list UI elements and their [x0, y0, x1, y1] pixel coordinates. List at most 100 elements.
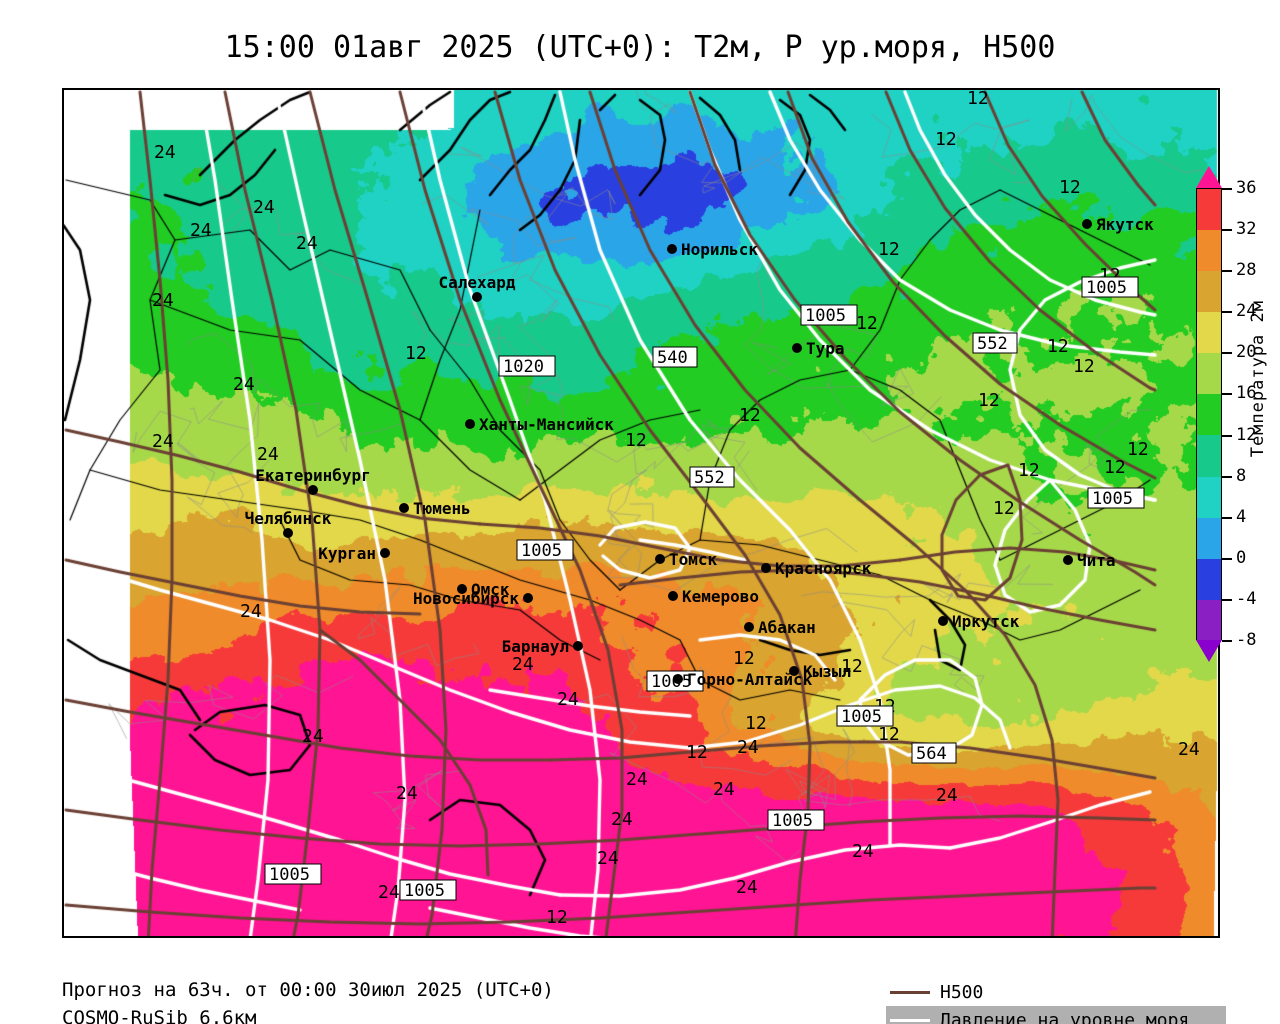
city-marker	[744, 622, 754, 632]
colorbar-tick	[1222, 270, 1232, 272]
city-marker	[792, 343, 802, 353]
colorbar-tick-label: -4	[1236, 589, 1256, 609]
city-marker	[761, 563, 771, 573]
colorbar-tick-label: -8	[1236, 630, 1256, 650]
mslp-contour-label: 1020	[503, 357, 544, 377]
city-label: Салехард	[438, 273, 515, 292]
mslp-line-swatch	[890, 1019, 930, 1022]
forecast-info-line: Прогноз на 63ч. от 00:00 30июл 2025 (UTC…	[62, 979, 554, 1001]
colorbar-tick	[1222, 476, 1232, 478]
temp-contour-label: 24	[152, 290, 174, 311]
temp-contour-label: 24	[190, 220, 212, 241]
temp-contour-label: 12	[625, 430, 647, 451]
temp-contour-label: 24	[154, 142, 176, 163]
colorbar-tick-label: 0	[1236, 548, 1246, 568]
city-marker	[673, 674, 683, 684]
city-label: Барнаул	[502, 637, 569, 656]
temp-contour-label: 12	[967, 90, 989, 109]
colorbar-tick	[1222, 352, 1232, 354]
temp-contour-label: 24	[240, 601, 262, 622]
temp-contour-label: 24	[1178, 739, 1200, 760]
temp-contour-label: 12	[1018, 460, 1040, 481]
temp-contour-label: 12	[978, 390, 1000, 411]
h500-contour-label: 552	[977, 334, 1008, 354]
colorbar-band	[1197, 394, 1221, 435]
city-label: Томск	[669, 550, 718, 569]
legend-item-h500: H500	[886, 978, 1226, 1006]
colorbar-title: Температура 2м	[1248, 300, 1268, 457]
temp-contour-label: 12	[1047, 336, 1069, 357]
city-label: Кемерово	[682, 587, 759, 606]
city-marker	[283, 528, 293, 538]
city-marker	[1063, 555, 1073, 565]
h500-legend-label: H500	[940, 982, 983, 1003]
temp-contour-label: 24	[378, 882, 400, 903]
temp-contour-label: 24	[626, 769, 648, 790]
colorbar-band	[1197, 312, 1221, 353]
colorbar-band	[1197, 435, 1221, 476]
temp-contour-label: 24	[852, 841, 874, 862]
city-label: Якутск	[1096, 215, 1154, 234]
colorbar-band	[1197, 518, 1221, 559]
temp-contour-label: 24	[597, 848, 619, 869]
map-legend: H500 Давление на уровне моря	[886, 978, 1226, 1024]
city-label: Тюмень	[413, 499, 471, 518]
city-label: Норильск	[681, 240, 758, 259]
temp-contour-label: 12	[878, 239, 900, 260]
footer-text: Прогноз на 63ч. от 00:00 30июл 2025 (UTC…	[62, 976, 554, 1024]
legend-item-mslp: Давление на уровне моря	[886, 1006, 1226, 1024]
temp-contour-label: 24	[713, 779, 735, 800]
colorbar-tick	[1222, 517, 1232, 519]
colorbar-tick	[1222, 393, 1232, 395]
colorbar-tick-label: 8	[1236, 466, 1246, 486]
colorbar-tick-label: 28	[1236, 260, 1256, 280]
temp-contour-label: 12	[1073, 356, 1095, 377]
temp-contour-label: 12	[745, 713, 767, 734]
city-marker	[523, 593, 533, 603]
colorbar-band	[1197, 230, 1221, 271]
colorbar-band	[1197, 271, 1221, 312]
h500-contour-label: 564	[916, 744, 947, 764]
city-marker	[655, 554, 665, 564]
colorbar-tick	[1222, 640, 1232, 642]
city-label: Челябинск	[245, 509, 332, 528]
city-marker	[573, 641, 583, 651]
colorbar-under-arrow	[1196, 640, 1222, 662]
colorbar-tick	[1222, 229, 1232, 231]
city-marker	[938, 616, 948, 626]
city-label: Красноярск	[775, 559, 872, 578]
temp-contour-label: 12	[856, 313, 878, 334]
mslp-contour-label: 1005	[841, 707, 882, 727]
city-label: Иркутск	[952, 612, 1020, 631]
temp-contour-label: 24	[736, 877, 758, 898]
temperature-colorbar: 36 32 28 24 20 16 12 8 4 0 -4 -8	[1196, 188, 1226, 640]
map-label-overlay: 2424242424242424242424242424242424242424…	[64, 90, 1218, 936]
colorbar-tick	[1222, 188, 1232, 190]
temp-contour-label: 24	[557, 689, 579, 710]
h500-contour-label: 540	[657, 348, 688, 368]
page-title: 15:00 01авг 2025 (UTC+0): Т2м, Р ур.моря…	[0, 30, 1280, 65]
city-label: Новосибирск	[413, 589, 519, 608]
city-marker	[667, 244, 677, 254]
colorbar-bands	[1196, 188, 1222, 640]
city-marker	[789, 666, 799, 676]
mslp-contour-label: 1005	[521, 541, 562, 561]
temp-contour-label: 24	[396, 783, 418, 804]
city-marker	[308, 485, 318, 495]
colorbar-band	[1197, 600, 1221, 641]
mslp-contour-label: 1005	[651, 672, 692, 692]
colorbar-over-arrow	[1196, 166, 1222, 188]
weather-map[interactable]: 24 24 24 24 24 24 24 24 24 24 24 24 24 24 24 24 24 24 24 24…	[62, 88, 1220, 938]
mslp-contour-label: 1005	[805, 306, 846, 326]
colorbar-tick	[1222, 435, 1232, 437]
colorbar-tick-label: 36	[1236, 178, 1256, 198]
colorbar-tick-label: 4	[1236, 507, 1246, 527]
temp-contour-label: 24	[936, 785, 958, 806]
mslp-contour-label: 1005	[269, 865, 310, 885]
city-marker	[465, 419, 475, 429]
temp-contour-label: 12	[546, 907, 568, 928]
temp-contour-label: 12	[739, 405, 761, 426]
colorbar-tick-label: 32	[1236, 219, 1256, 239]
colorbar-tick	[1222, 311, 1232, 313]
temp-contour-label: 12	[935, 129, 957, 150]
